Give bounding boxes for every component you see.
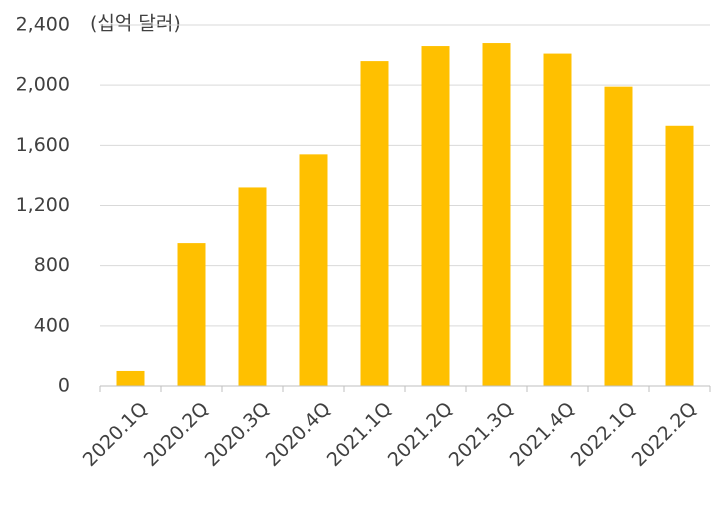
- unit-label: (십억 달러): [90, 13, 181, 35]
- bar: [482, 43, 511, 387]
- x-tick-label: 2021.1Q: [323, 398, 396, 471]
- bar: [665, 125, 694, 386]
- y-tick-label: 0: [58, 375, 70, 397]
- bar: [421, 46, 450, 386]
- y-tick-label: 800: [34, 254, 70, 276]
- bar: [116, 370, 145, 386]
- x-tick-label: 2021.4Q: [506, 398, 579, 471]
- x-tick-label: 2020.2Q: [140, 398, 213, 471]
- x-tick-label: 2022.1Q: [567, 398, 640, 471]
- x-tick-label: 2020.3Q: [201, 398, 274, 471]
- x-tick-label: 2021.3Q: [445, 398, 518, 471]
- bar: [177, 243, 206, 386]
- x-tick-label: 2022.2Q: [628, 398, 701, 471]
- bar: [543, 53, 572, 387]
- x-tick-label: 2020.4Q: [262, 398, 335, 471]
- bar: [360, 61, 389, 386]
- y-tick-label: 2,400: [16, 14, 70, 36]
- y-tick-label: 2,000: [16, 74, 70, 96]
- x-tick-label: 2021.2Q: [384, 398, 457, 471]
- y-tick-label: 1,200: [16, 194, 70, 216]
- x-tick-label: 2020.1Q: [79, 398, 152, 471]
- y-tick-label: 400: [34, 314, 70, 336]
- bar: [299, 154, 328, 386]
- bar: [238, 187, 267, 386]
- y-tick-label: 1,600: [16, 134, 70, 156]
- bar: [604, 86, 633, 386]
